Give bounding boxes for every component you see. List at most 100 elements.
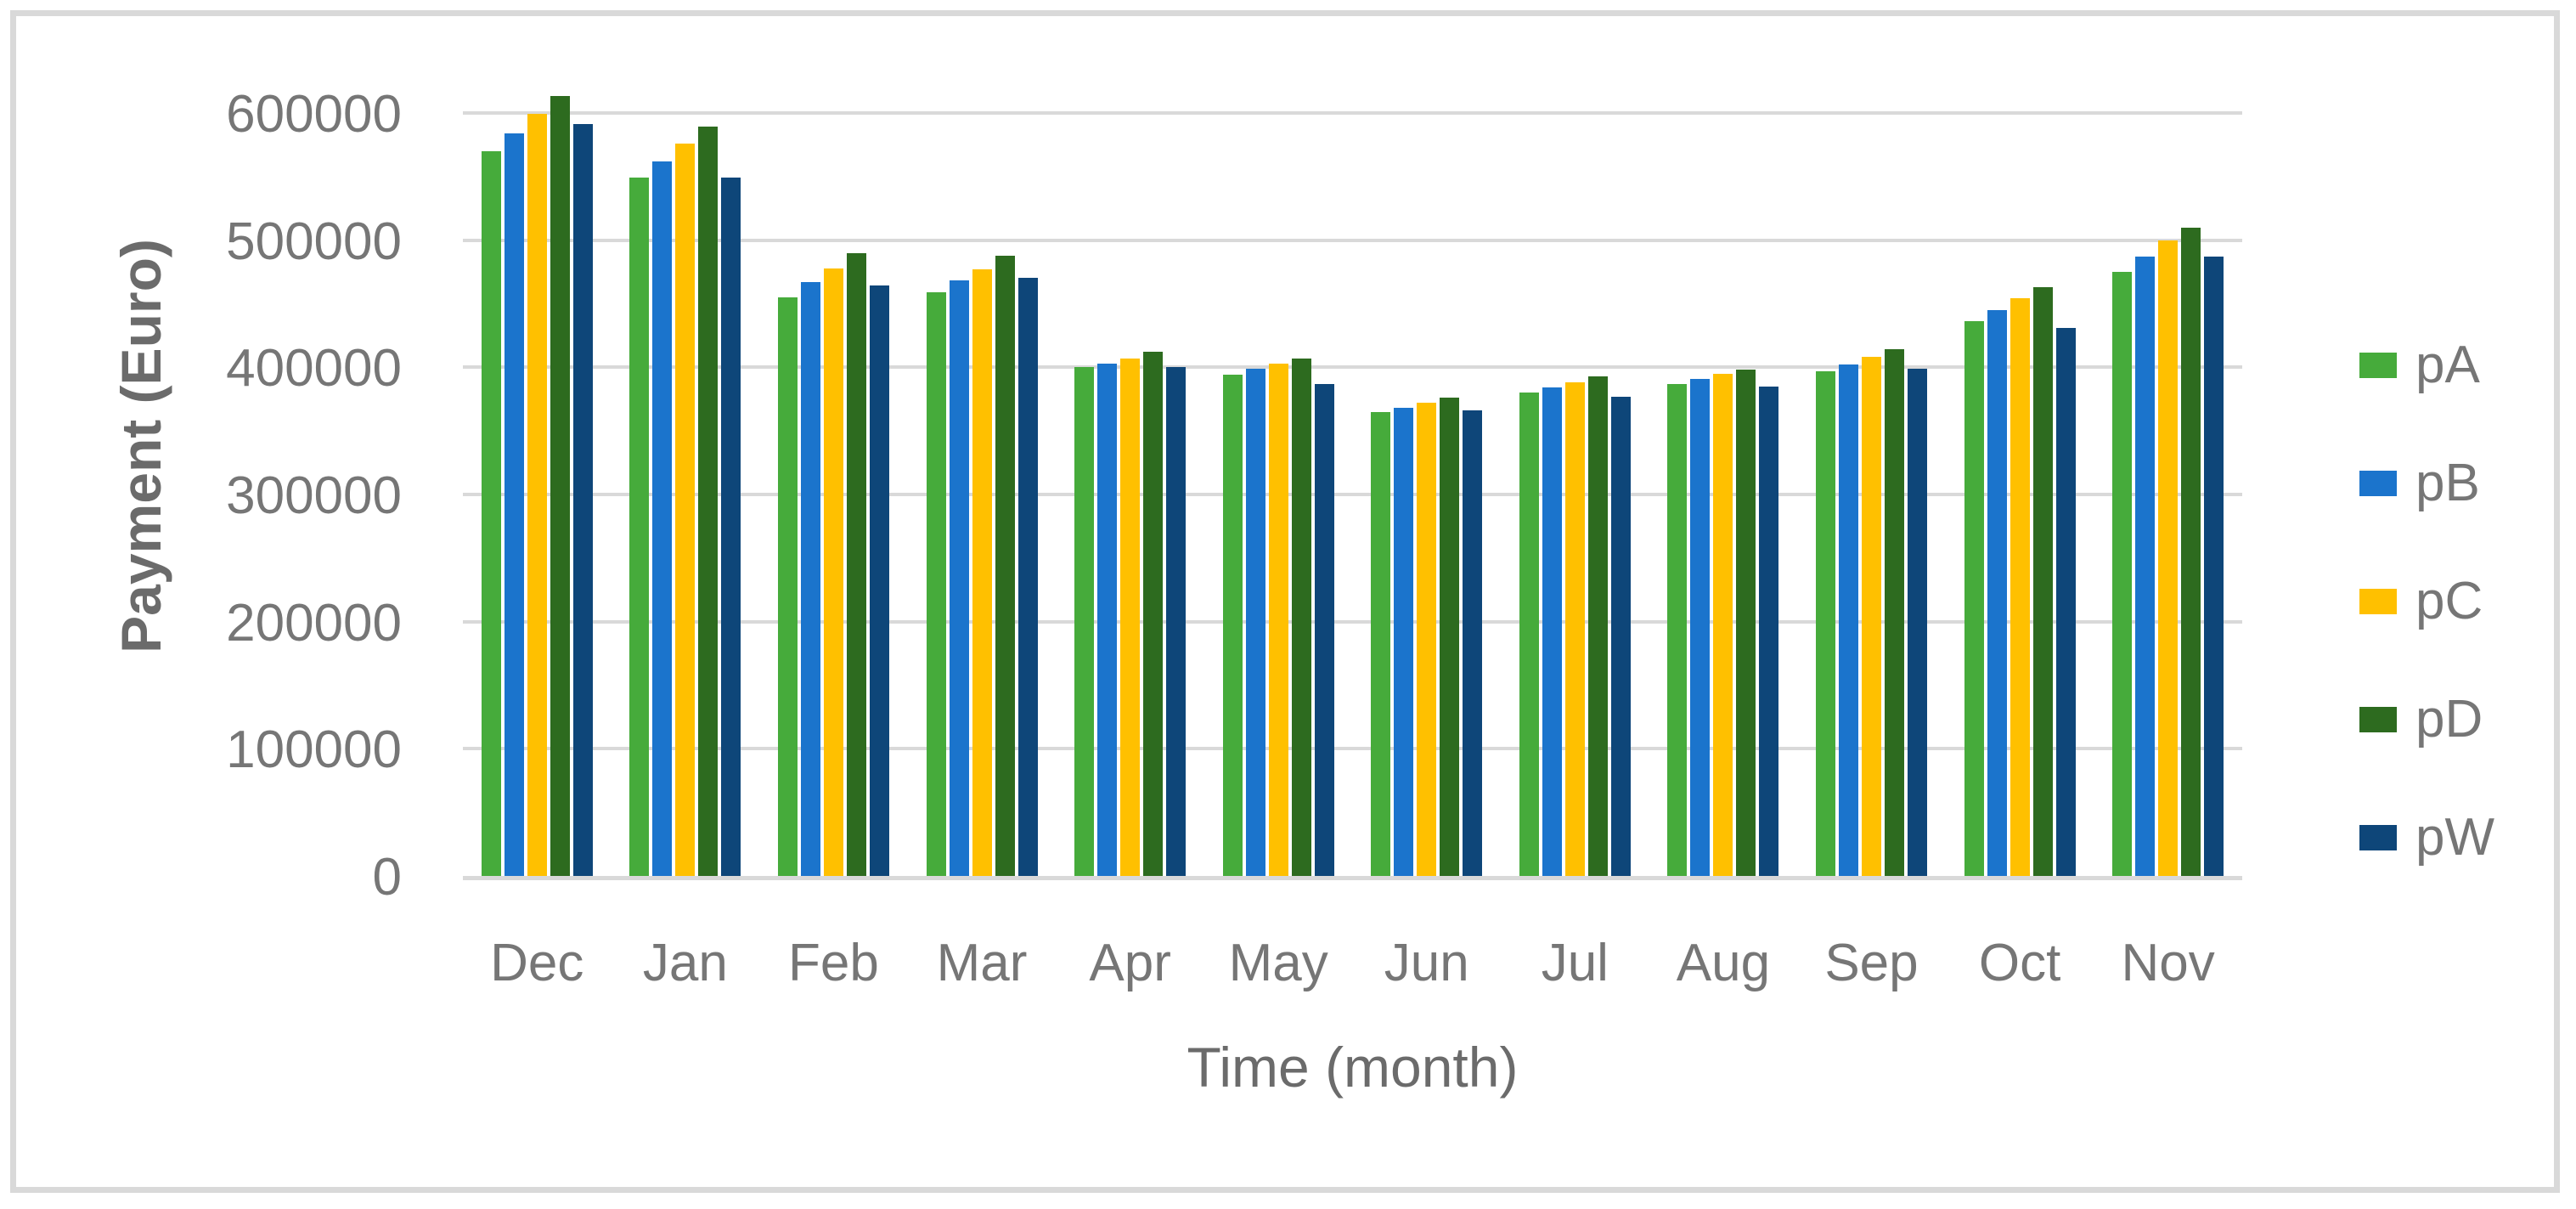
- bar-group-Sep: [1797, 49, 1946, 876]
- bar-pC-Feb: [823, 268, 843, 876]
- bar-pC-Jun: [1417, 403, 1437, 876]
- bar-pC-Aug: [1713, 373, 1733, 876]
- bar-pW-Apr: [1166, 367, 1187, 876]
- bar-group-Aug: [1649, 49, 1798, 876]
- bar-pW-Jul: [1610, 396, 1631, 876]
- bar-pC-Mar: [972, 269, 992, 876]
- y-tick-label-400000: 400000: [226, 339, 402, 398]
- bar-pB-Jun: [1394, 408, 1414, 876]
- bar-pC-May: [1268, 363, 1288, 876]
- bar-pA-Sep: [1815, 370, 1835, 876]
- bar-pD-Jul: [1587, 376, 1608, 876]
- bar-pW-May: [1314, 383, 1334, 876]
- bar-pW-Aug: [1759, 386, 1779, 876]
- bar-pB-Mar: [949, 280, 969, 876]
- bar-pA-May: [1222, 375, 1243, 876]
- bar-pD-Nov: [2181, 227, 2201, 876]
- bar-pC-Apr: [1120, 358, 1141, 876]
- bar-pB-Nov: [2135, 257, 2156, 876]
- bar-pD-Sep: [1884, 349, 1904, 876]
- y-tick-label-200000: 200000: [226, 593, 402, 653]
- gridline-600000: [463, 110, 2242, 115]
- x-tick-label-Feb: Feb: [788, 934, 879, 992]
- x-tick-label-Jul: Jul: [1541, 934, 1609, 992]
- bar-pB-May: [1245, 368, 1265, 876]
- legend-swatch-icon-pC: [2359, 589, 2397, 614]
- y-axis-title-text: Payment (Euro): [110, 239, 172, 653]
- bar-pB-Oct: [1987, 309, 2007, 876]
- bar-pA-Feb: [777, 297, 798, 876]
- bar-pA-Apr: [1074, 367, 1095, 876]
- bar-pW-Nov: [2204, 257, 2224, 876]
- bar-pB-Feb: [800, 281, 820, 876]
- bar-group-Nov: [2094, 49, 2242, 876]
- bar-group-Jan: [612, 49, 760, 876]
- legend-label-pD: pD: [2415, 690, 2483, 749]
- gridline-500000: [463, 238, 2242, 242]
- bar-pA-Mar: [926, 291, 946, 876]
- bar-pA-Nov: [2112, 272, 2133, 876]
- bar-pB-Apr: [1097, 363, 1118, 876]
- legend-swatch-icon-pW: [2359, 825, 2397, 850]
- y-tick-label-300000: 300000: [226, 466, 402, 525]
- bar-pC-Dec: [527, 114, 547, 876]
- bar-pB-Aug: [1690, 378, 1711, 876]
- bar-group-Mar: [908, 49, 1057, 876]
- y-tick-label-600000: 600000: [226, 84, 402, 144]
- bar-pA-Jun: [1371, 411, 1391, 876]
- bar-group-Dec: [463, 49, 612, 876]
- legend: pA pB pC pD pW: [2359, 338, 2494, 865]
- gridline-200000: [463, 619, 2242, 624]
- legend-swatch-icon-pA: [2359, 353, 2397, 378]
- legend-item-pB: pB: [2359, 456, 2494, 511]
- legend-label-pA: pA: [2415, 336, 2480, 394]
- bar-pW-Jan: [721, 178, 741, 876]
- x-tick-label-Oct: Oct: [1978, 934, 2061, 992]
- bar-groups: [463, 49, 2242, 876]
- bar-pW-Feb: [869, 285, 889, 876]
- bar-group-May: [1204, 49, 1353, 876]
- legend-swatch-icon-pB: [2359, 471, 2397, 496]
- x-axis-line: [463, 876, 2242, 880]
- bar-pB-Dec: [504, 133, 524, 876]
- plot-area: [463, 49, 2242, 880]
- bar-pW-Sep: [1907, 368, 1927, 876]
- bar-pC-Sep: [1861, 357, 1881, 876]
- legend-label-pW: pW: [2415, 808, 2494, 867]
- bar-pD-Dec: [550, 96, 570, 876]
- legend-item-pD: pD: [2359, 692, 2494, 747]
- gridline-100000: [463, 747, 2242, 751]
- x-tick-label-Sep: Sep: [1824, 934, 1919, 992]
- bar-pD-May: [1291, 358, 1311, 876]
- bar-group-Jun: [1352, 49, 1501, 876]
- bar-pA-Jan: [629, 178, 650, 876]
- bar-pA-Jul: [1519, 393, 1539, 876]
- bar-pC-Jul: [1564, 382, 1585, 876]
- bar-pD-Jan: [698, 127, 719, 876]
- legend-item-pA: pA: [2359, 338, 2494, 393]
- bar-pA-Dec: [481, 150, 501, 876]
- legend-swatch-icon-pD: [2359, 707, 2397, 732]
- bar-pD-Feb: [846, 252, 866, 876]
- bar-pD-Aug: [1736, 370, 1756, 876]
- bar-pC-Jan: [675, 143, 696, 876]
- bar-pA-Oct: [1964, 321, 1984, 876]
- bar-pD-Jun: [1440, 398, 1460, 876]
- bar-pW-Mar: [1017, 278, 1038, 876]
- x-axis-title: Time (month): [1187, 1036, 1519, 1099]
- bar-pC-Nov: [2158, 240, 2179, 876]
- bar-pB-Jan: [652, 161, 673, 876]
- x-tick-label-Apr: Apr: [1089, 934, 1171, 992]
- bar-group-Feb: [759, 49, 908, 876]
- bar-pD-Mar: [995, 255, 1015, 876]
- x-tick-label-Jun: Jun: [1384, 934, 1469, 992]
- bar-group-Apr: [1056, 49, 1204, 876]
- y-tick-label-500000: 500000: [226, 212, 402, 271]
- bar-pA-Aug: [1667, 383, 1688, 876]
- bar-group-Oct: [1946, 49, 2094, 876]
- x-tick-label-Mar: Mar: [936, 934, 1028, 992]
- legend-item-pC: pC: [2359, 574, 2494, 629]
- bar-pD-Oct: [2032, 286, 2053, 876]
- legend-label-pB: pB: [2415, 454, 2480, 512]
- y-tick-label-100000: 100000: [226, 720, 402, 780]
